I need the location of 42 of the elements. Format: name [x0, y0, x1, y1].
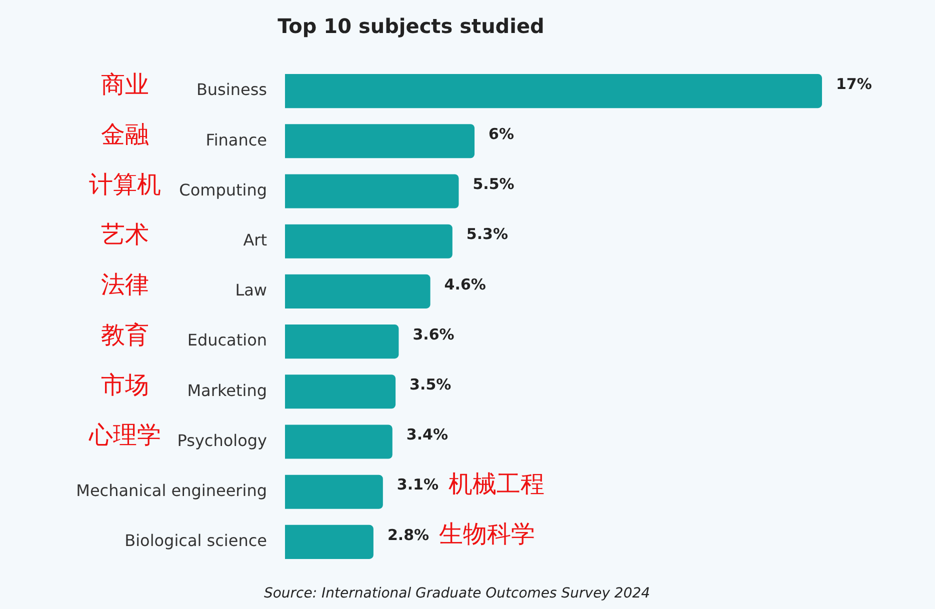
y-tick-label: Education — [187, 330, 267, 350]
y-tick-label: Mechanical engineering — [76, 481, 267, 500]
data-label: 3.5% — [410, 376, 452, 394]
text: 心理学 — [88, 420, 161, 449]
text: 教育 — [101, 320, 149, 349]
y-tick-label: Art — [243, 230, 267, 250]
data-label: 17% — [836, 74, 872, 93]
text: 计算机 — [89, 170, 161, 198]
text: 艺术 — [101, 220, 149, 249]
data-label: 2.8% — [387, 526, 430, 544]
bar — [285, 324, 399, 359]
y-tick-label: Finance — [206, 130, 267, 150]
data-label: 3.1% — [396, 476, 439, 494]
bar — [285, 374, 396, 409]
source-note: Source: International Graduate Outcomes Survey 2024 — [264, 586, 650, 602]
chart-title: Top 10 subjects studied — [278, 14, 544, 38]
text: 商业 — [101, 70, 149, 98]
data-label: 5.3% — [466, 225, 508, 244]
y-tick-label: Psychology — [177, 430, 267, 450]
y-tick-label: Law — [235, 280, 267, 300]
bar — [285, 474, 383, 509]
data-label: 6% — [488, 125, 514, 144]
y-tick-label: Computing — [179, 180, 267, 200]
y-tick-label: Business — [196, 80, 267, 100]
text: 法律 — [101, 270, 149, 299]
bar — [285, 74, 822, 108]
data-label: 4.6% — [444, 275, 486, 294]
bar — [285, 174, 459, 208]
data-label: 3.6% — [412, 325, 454, 344]
annotation: 生物科学 — [439, 520, 536, 548]
data-label: 5.5% — [472, 175, 514, 194]
text: 金融 — [101, 120, 149, 148]
y-tick-label: Biological science — [124, 531, 267, 550]
annotation: 机械工程 — [448, 470, 545, 498]
data-label: 3.4% — [406, 426, 448, 444]
bar — [285, 124, 475, 158]
bar — [285, 274, 430, 308]
text: 市场 — [101, 370, 149, 399]
bar — [285, 424, 392, 459]
bar — [285, 224, 452, 258]
bar — [285, 524, 374, 559]
y-tick-label: Marketing — [187, 380, 267, 400]
